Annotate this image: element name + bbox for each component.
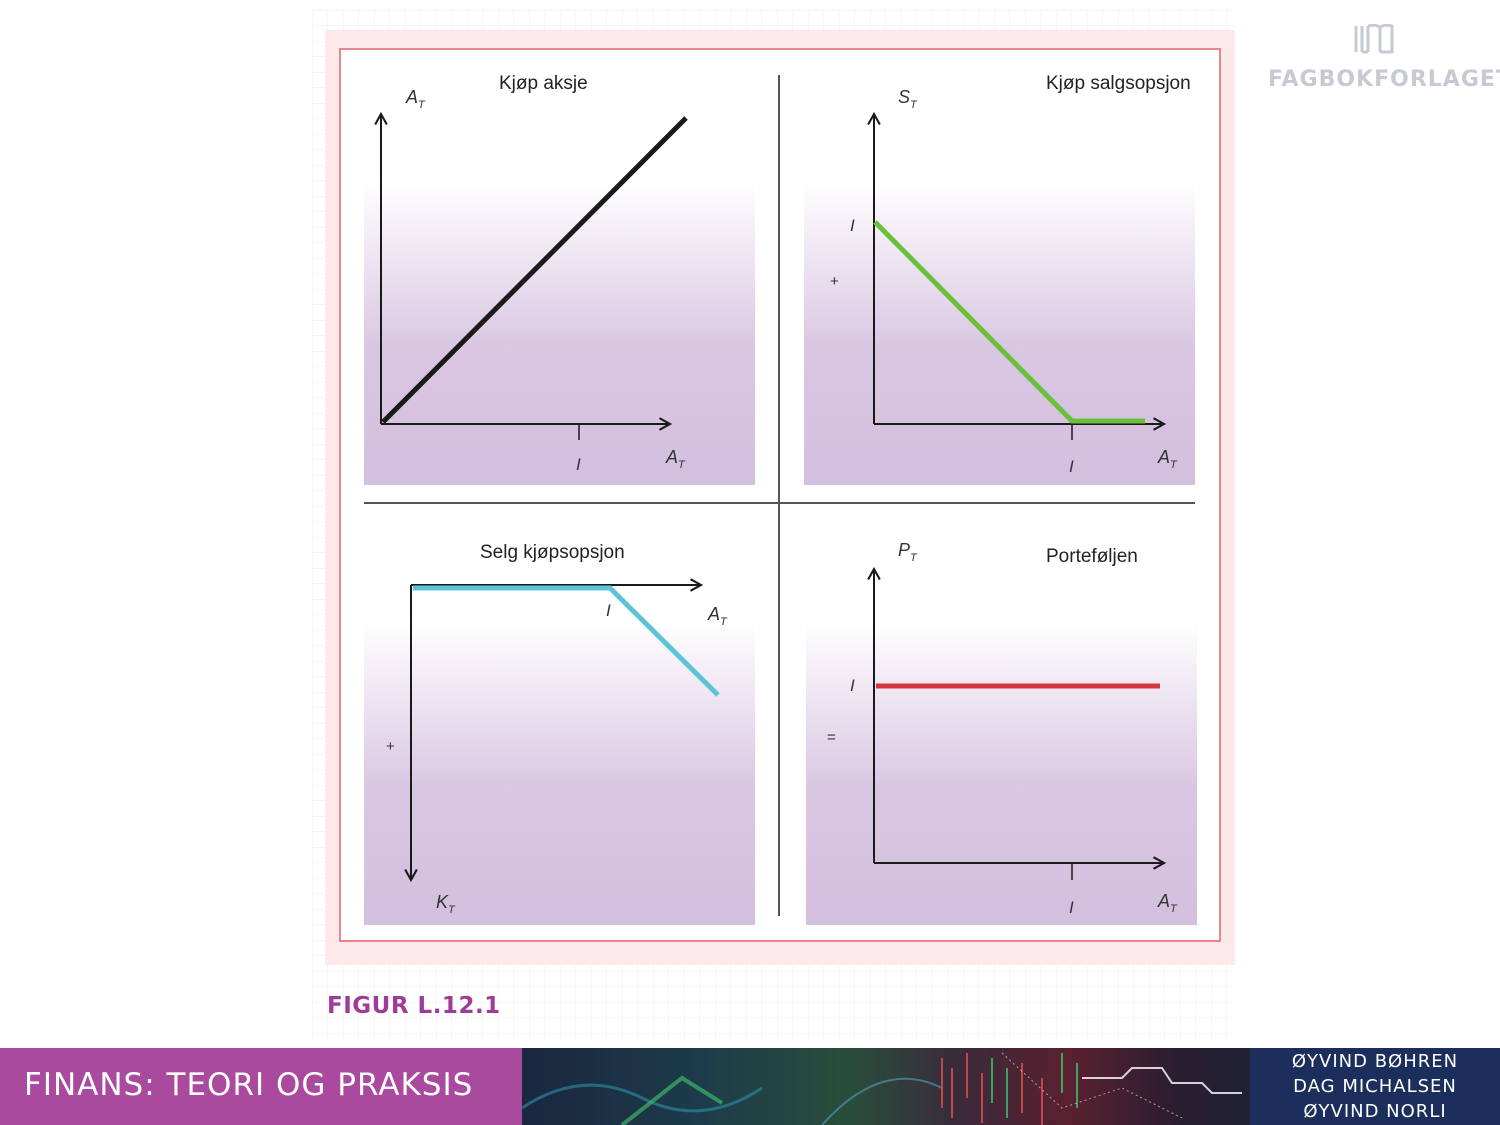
panel-bg-top-left: [364, 180, 755, 485]
y-tick-label: I: [850, 676, 855, 695]
publisher-logo: FAGBOKFORLAGET: [1268, 22, 1480, 92]
authors-block: ØYVIND BØHREN DAG MICHALSEN ØYVIND NORLI: [1250, 1048, 1500, 1125]
panel-title-kjop-salgsopsjon: Kjøp salgsopsjon: [1046, 73, 1191, 94]
plus-sign: +: [830, 273, 839, 290]
panel-bg-bottom-left: [364, 620, 755, 925]
author-name: DAG MICHALSEN: [1250, 1076, 1500, 1097]
panel-title-kjop-aksje: Kjøp aksje: [499, 73, 588, 94]
author-name: ØYVIND NORLI: [1250, 1101, 1500, 1122]
stock-chart-decoration: [522, 1048, 1250, 1125]
x-tick-label: I: [1069, 898, 1074, 917]
panel-title-portefoljen: Porteføljen: [1046, 546, 1138, 567]
footer-market-chart-image: [522, 1048, 1250, 1125]
figure-label: FIGUR L.12.1: [327, 993, 501, 1019]
footer-bar: FINANS: TEORI OG PRAKSIS ØYVIND BØHREN D…: [0, 1048, 1500, 1125]
plus-sign: +: [386, 738, 395, 755]
book-title: FINANS: TEORI OG PRAKSIS: [24, 1067, 473, 1103]
equals-sign: =: [827, 729, 836, 746]
panel-title-selg-kjopsopsjon: Selg kjøpsopsjon: [480, 542, 625, 563]
x-tick-label: I: [606, 601, 611, 620]
y-tick-label: I: [850, 216, 855, 235]
publisher-logo-text: FAGBOKFORLAGET: [1268, 67, 1480, 92]
panel-bg-bottom-right: [806, 620, 1197, 925]
panel-bg-top-right: [804, 180, 1195, 485]
footer-title-block: FINANS: TEORI OG PRAKSIS: [0, 1048, 522, 1125]
x-tick-label: I: [1069, 457, 1074, 476]
x-tick-label: I: [576, 455, 581, 474]
author-name: ØYVIND BØHREN: [1250, 1051, 1500, 1072]
book-icon: [1352, 22, 1396, 56]
